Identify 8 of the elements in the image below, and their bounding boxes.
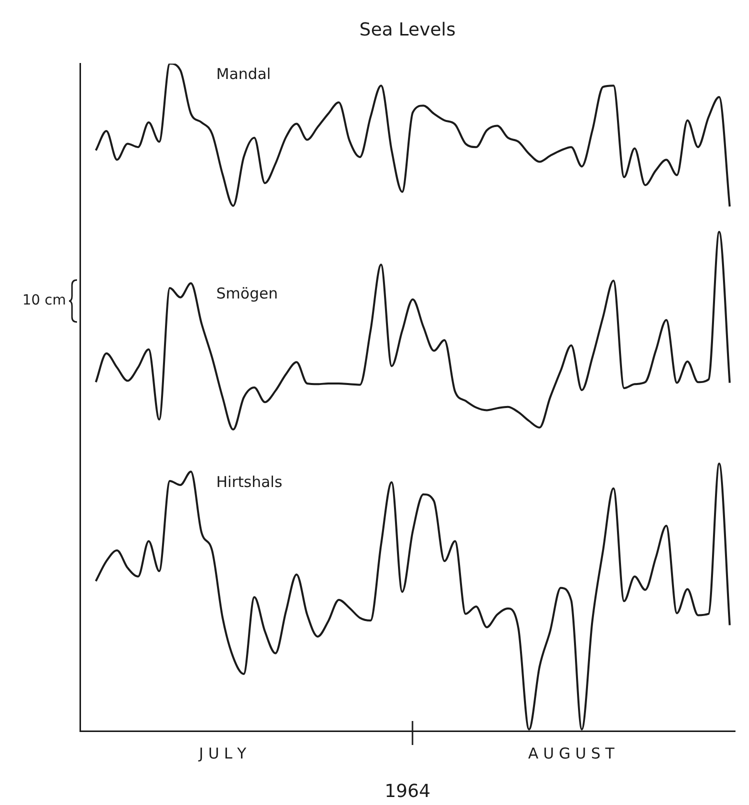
text: 10 cm bbox=[22, 292, 66, 308]
text: Mandal bbox=[216, 64, 271, 83]
x-tick-label: A U G U S T bbox=[528, 744, 616, 762]
chart-title: Sea Levels bbox=[359, 19, 456, 40]
x-tick-label: J U L Y bbox=[198, 744, 248, 762]
x-axis-title: 1964 bbox=[384, 780, 430, 802]
series-label: Hirtshals bbox=[216, 473, 282, 492]
series-label: Smögen bbox=[216, 284, 278, 303]
